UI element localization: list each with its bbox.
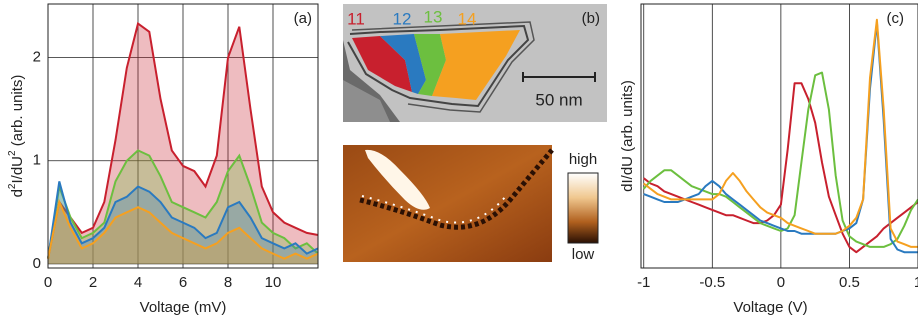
y-axis-label-part: 2 bbox=[7, 150, 18, 156]
plot-frame bbox=[47, 3, 319, 269]
x-tick-label: 8 bbox=[224, 274, 232, 291]
plot-frame bbox=[640, 3, 918, 269]
bright-region bbox=[365, 149, 430, 210]
panel-label: (c) bbox=[887, 10, 905, 27]
y-axis-label: dI/dU (arb. units) bbox=[619, 80, 636, 192]
x-tick-label: 1 bbox=[914, 274, 918, 291]
x-axis-label: Voltage (V) bbox=[733, 299, 807, 316]
domain bbox=[414, 34, 446, 96]
scale-label: 50 nm bbox=[535, 90, 582, 109]
y-axis-label-part: I/dU bbox=[9, 156, 26, 184]
y-axis-label-part: 2 bbox=[7, 183, 18, 189]
x-tick-label: 4 bbox=[134, 274, 142, 291]
substrate-region bbox=[343, 80, 390, 122]
series-line bbox=[643, 18, 918, 248]
series-line bbox=[47, 181, 319, 259]
x-tick-label: -0.5 bbox=[699, 274, 725, 291]
panel: -1 -0.5 0 0.5 1 Voltage (V) (c) dI/dU (arb. uni… bbox=[619, 3, 918, 316]
y-tick-label: 2 bbox=[33, 49, 41, 66]
domain bbox=[432, 30, 520, 100]
domain bbox=[352, 36, 412, 92]
x-tick-label: 6 bbox=[179, 274, 187, 291]
y-axis-label: d2I/dU2 (arb. units) bbox=[7, 75, 26, 198]
x-tick-label: 0 bbox=[777, 274, 785, 291]
contour bbox=[351, 21, 535, 113]
domain-label: 13 bbox=[424, 7, 443, 26]
colorbar-label: high bbox=[569, 151, 597, 168]
series-line bbox=[643, 82, 918, 254]
colorbar-label: low bbox=[572, 246, 595, 263]
x-tick-label: 0.5 bbox=[839, 274, 860, 291]
y-tick-label: 1 bbox=[33, 152, 41, 169]
x-axis-label: Voltage (mV) bbox=[140, 299, 227, 316]
y-axis-label-part: (arb. units) bbox=[9, 75, 26, 151]
series-line bbox=[47, 149, 319, 259]
x-tick-label: 2 bbox=[89, 274, 97, 291]
domain-label: 14 bbox=[458, 9, 477, 28]
series-line bbox=[47, 21, 319, 259]
panel-label: (b) bbox=[582, 10, 600, 27]
series-line bbox=[642, 71, 918, 248]
y-tick-label: 0 bbox=[33, 255, 41, 272]
x-tick-label: 0 bbox=[44, 274, 52, 291]
y-axis-label-part: d bbox=[9, 189, 26, 197]
domain-label: 12 bbox=[393, 9, 412, 28]
image-panel: 50 nm (b) 11 12 13 14 high low bbox=[343, 4, 607, 263]
x-tick-label: 10 bbox=[265, 274, 282, 291]
panel-label: (a) bbox=[294, 10, 312, 27]
series-line bbox=[47, 198, 319, 260]
area-fill bbox=[48, 150, 318, 264]
domain-label: 11 bbox=[347, 9, 365, 28]
y-axis-label-part: dI/dU (arb. units) bbox=[619, 80, 636, 192]
area-fill bbox=[48, 202, 318, 264]
contour bbox=[347, 24, 530, 108]
x-tick-label: -1 bbox=[637, 274, 650, 291]
colorbar bbox=[567, 172, 599, 244]
domain bbox=[380, 34, 426, 94]
